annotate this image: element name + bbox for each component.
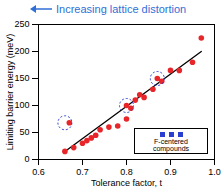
svg-text:Limiting barrier energy (meV): Limiting barrier energy (meV) — [5, 34, 15, 151]
svg-text:0.9: 0.9 — [164, 167, 177, 177]
svg-text:150: 150 — [14, 73, 29, 83]
svg-text:1.0: 1.0 — [208, 167, 221, 177]
svg-text:0.8: 0.8 — [120, 167, 133, 177]
svg-text:250: 250 — [14, 19, 29, 29]
svg-text:Tolerance factor, t: Tolerance factor, t — [91, 178, 163, 188]
html-text:Increasing lattice distortion: Increasing lattice distortion — [56, 3, 187, 15]
svg-text:50: 50 — [19, 127, 29, 137]
svg-text:0: 0 — [24, 154, 29, 164]
svg-text:0.6: 0.6 — [32, 167, 45, 177]
html-text:F-centered compounds: F-centered compounds — [152, 138, 190, 152]
svg-text:100: 100 — [14, 100, 29, 110]
svg-text:0.7: 0.7 — [76, 167, 89, 177]
svg-text:200: 200 — [14, 46, 29, 56]
